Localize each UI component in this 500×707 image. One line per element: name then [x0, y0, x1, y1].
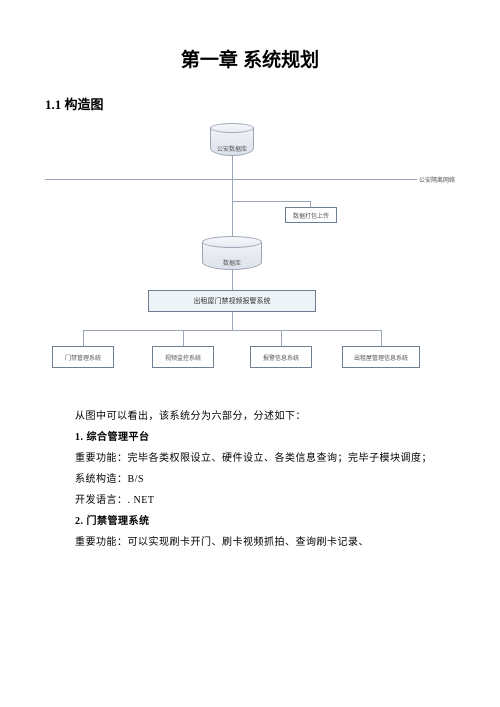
- document-page: 第一章 系统规划 1.1 构造图 公安数据库 公安隔离网络 数据打包上传 数据库: [0, 0, 500, 573]
- paragraph: 开发语言：. NET: [55, 490, 445, 511]
- body-text: 从图中可以看出，该系统分为六部分，分述如下： 1. 综合管理平台 重要功能：完毕…: [45, 406, 455, 553]
- paragraph-heading: 2. 门禁管理系统: [55, 511, 445, 532]
- subsystem-label: 门禁管理系统: [65, 353, 101, 362]
- top-cyl-label: 公安数据库: [210, 144, 254, 153]
- section-title: 1.1 构造图: [45, 94, 455, 113]
- connector: [232, 270, 233, 290]
- connector: [381, 330, 382, 346]
- connector: [281, 330, 282, 346]
- paragraph: 重要功能：可以实现刷卡开门、刷卡视频抓拍、查询刷卡记录、: [55, 532, 445, 553]
- network-label: 公安隔离网络: [419, 175, 455, 184]
- subsystem-box-3: 出租屋管理信息系统: [342, 346, 420, 368]
- paragraph: 从图中可以看出，该系统分为六部分，分述如下：: [55, 406, 445, 427]
- connector: [232, 201, 310, 202]
- subsystem-label: 出租屋管理信息系统: [354, 353, 408, 362]
- subsystem-box-2: 报警信息系统: [250, 346, 312, 368]
- paragraph-heading: 1. 综合管理平台: [55, 427, 445, 448]
- connector: [83, 330, 381, 331]
- architecture-diagram: 公安数据库 公安隔离网络 数据打包上传 数据库 出租屋门禁视频报警系统: [45, 128, 455, 388]
- subsystem-box-1: 视频监控系统: [152, 346, 214, 368]
- subsystem-label: 报警信息系统: [263, 353, 299, 362]
- connector: [232, 179, 233, 242]
- paragraph: 重要功能：完毕各类权限设立、硬件设立、各类信息查询；完毕子模块调度；: [55, 448, 445, 469]
- top-database-cylinder: 公安数据库: [210, 128, 254, 156]
- upload-box-label: 数据打包上传: [293, 211, 329, 220]
- mid-database-cylinder: 数据库: [202, 242, 262, 270]
- chapter-title: 第一章 系统规划: [45, 45, 455, 72]
- paragraph: 系统构造：B/S: [55, 469, 445, 490]
- upload-box: 数据打包上传: [285, 207, 337, 223]
- connector: [183, 330, 184, 346]
- subsystem-label: 视频监控系统: [165, 353, 201, 362]
- mid-cyl-label: 数据库: [202, 258, 262, 267]
- connector: [232, 312, 233, 330]
- main-system-box: 出租屋门禁视频报警系统: [148, 290, 316, 312]
- network-line: [45, 179, 417, 180]
- subsystem-box-0: 门禁管理系统: [52, 346, 114, 368]
- connector: [232, 156, 233, 179]
- connector: [83, 330, 84, 346]
- main-system-label: 出租屋门禁视频报警系统: [194, 296, 271, 306]
